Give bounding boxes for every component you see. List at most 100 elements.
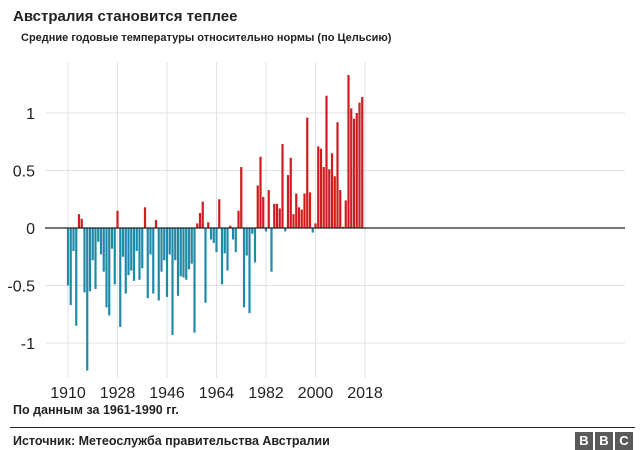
bar-1972 bbox=[237, 210, 240, 228]
bar-1936 bbox=[138, 228, 141, 280]
x-tick-label: 1982 bbox=[248, 385, 284, 400]
bar-1969 bbox=[229, 225, 232, 228]
bar-2008 bbox=[336, 122, 339, 228]
bar-1949 bbox=[174, 228, 177, 261]
bar-1932 bbox=[127, 228, 130, 276]
bar-1937 bbox=[141, 228, 144, 269]
bar-1928 bbox=[116, 210, 119, 228]
bar-1948 bbox=[171, 228, 174, 335]
bbc-logo-letter: B bbox=[575, 432, 593, 450]
bar-chart: 1 0.5 0 -0.5 -1 1910 1928 1946 1964 1982 2000 2018 bbox=[7, 62, 625, 400]
bar-1914 bbox=[77, 214, 81, 228]
baseline-note: По данным за 1961-1990 гг. bbox=[13, 403, 179, 417]
bbc-logo: B B C bbox=[575, 432, 633, 450]
bar-1926 bbox=[110, 228, 114, 249]
bar-2002 bbox=[319, 148, 323, 228]
bar-1942 bbox=[154, 219, 158, 228]
bar-1953 bbox=[185, 228, 188, 280]
bar-1961 bbox=[207, 222, 210, 228]
bar-1967 bbox=[223, 228, 226, 254]
bar-1965 bbox=[218, 199, 221, 228]
bar-1917 bbox=[86, 228, 89, 371]
bar-1915 bbox=[80, 218, 83, 228]
bbc-logo-letter: B bbox=[595, 432, 613, 450]
bar-1992 bbox=[292, 214, 295, 228]
bar-1974 bbox=[242, 228, 246, 308]
bar-1986 bbox=[275, 203, 279, 228]
y-tick-label: 1 bbox=[26, 106, 35, 123]
bar-1995 bbox=[300, 209, 303, 228]
bar-1989 bbox=[284, 228, 287, 232]
bar-1979 bbox=[256, 185, 259, 228]
bar-1950 bbox=[176, 228, 180, 296]
bar-1939 bbox=[146, 228, 149, 299]
bbc-logo-letter: C bbox=[615, 432, 633, 450]
bar-1916 bbox=[83, 228, 86, 293]
bar-1976 bbox=[248, 228, 251, 314]
bar-1921 bbox=[97, 228, 100, 242]
bar-2005 bbox=[328, 169, 331, 228]
bar-1925 bbox=[108, 228, 111, 316]
bar-1918 bbox=[88, 228, 92, 292]
bar-1985 bbox=[273, 203, 276, 228]
bar-1968 bbox=[226, 228, 229, 271]
bar-1946 bbox=[165, 228, 169, 297]
bar-1912 bbox=[72, 228, 75, 251]
bar-1913 bbox=[75, 228, 78, 326]
y-tick-label: -1 bbox=[21, 336, 35, 353]
bar-2014 bbox=[352, 118, 356, 228]
y-tick-labels: 1 0.5 0 -0.5 -1 bbox=[7, 106, 35, 353]
bar-2015 bbox=[355, 113, 358, 228]
bar-1931 bbox=[124, 228, 127, 294]
bar-1966 bbox=[220, 228, 224, 285]
x-tick-label: 1946 bbox=[149, 385, 185, 400]
bar-1990 bbox=[286, 175, 290, 228]
bar-1934 bbox=[132, 228, 136, 281]
bar-2000 bbox=[314, 223, 317, 228]
bar-2003 bbox=[322, 167, 325, 228]
bar-1929 bbox=[119, 228, 122, 327]
bar-2017 bbox=[361, 96, 364, 229]
bar-1970 bbox=[231, 228, 235, 240]
bar-1999 bbox=[311, 228, 314, 233]
bar-1988 bbox=[281, 144, 284, 228]
x-tick-label: 1964 bbox=[199, 385, 235, 400]
bar-1991 bbox=[289, 157, 292, 228]
bar-1933 bbox=[130, 228, 133, 271]
bar-2011 bbox=[344, 200, 347, 228]
bar-1996 bbox=[303, 193, 306, 228]
bar-1944 bbox=[160, 228, 163, 272]
bar-1935 bbox=[135, 228, 138, 251]
chart-title: Австралия становится теплее bbox=[13, 8, 238, 25]
x-tick-label: 2000 bbox=[298, 385, 334, 400]
bar-1943 bbox=[157, 228, 160, 301]
bar-1964 bbox=[215, 228, 218, 253]
bar-1973 bbox=[240, 167, 243, 228]
bar-2016 bbox=[358, 102, 361, 228]
bar-1998 bbox=[308, 192, 312, 228]
bar-2004 bbox=[325, 95, 328, 228]
bar-1955 bbox=[190, 228, 193, 264]
bar-1930 bbox=[121, 228, 125, 257]
bar-1983 bbox=[267, 190, 270, 228]
bar-1957 bbox=[196, 223, 199, 228]
bar-2007 bbox=[333, 176, 336, 228]
bar-1978 bbox=[253, 228, 257, 263]
bar-1910 bbox=[66, 228, 70, 286]
bar-1958 bbox=[198, 213, 202, 228]
bar-2009 bbox=[339, 190, 342, 228]
bar-1927 bbox=[113, 228, 116, 285]
bar-2006 bbox=[330, 153, 334, 228]
bar-1993 bbox=[295, 193, 298, 228]
bar-1956 bbox=[193, 228, 196, 333]
chart-subtitle: Средние годовые температуры относительно… bbox=[21, 32, 392, 44]
x-tick-label: 2018 bbox=[347, 385, 383, 400]
bar-1987 bbox=[278, 208, 281, 228]
bar-1997 bbox=[306, 117, 309, 228]
x-tick-labels: 1910 1928 1946 1964 1982 2000 2018 bbox=[50, 385, 383, 400]
chart-bars bbox=[66, 75, 364, 371]
bar-1981 bbox=[262, 196, 265, 228]
bar-1959 bbox=[201, 201, 204, 228]
bar-1994 bbox=[297, 207, 301, 228]
chart-grid bbox=[45, 62, 625, 378]
